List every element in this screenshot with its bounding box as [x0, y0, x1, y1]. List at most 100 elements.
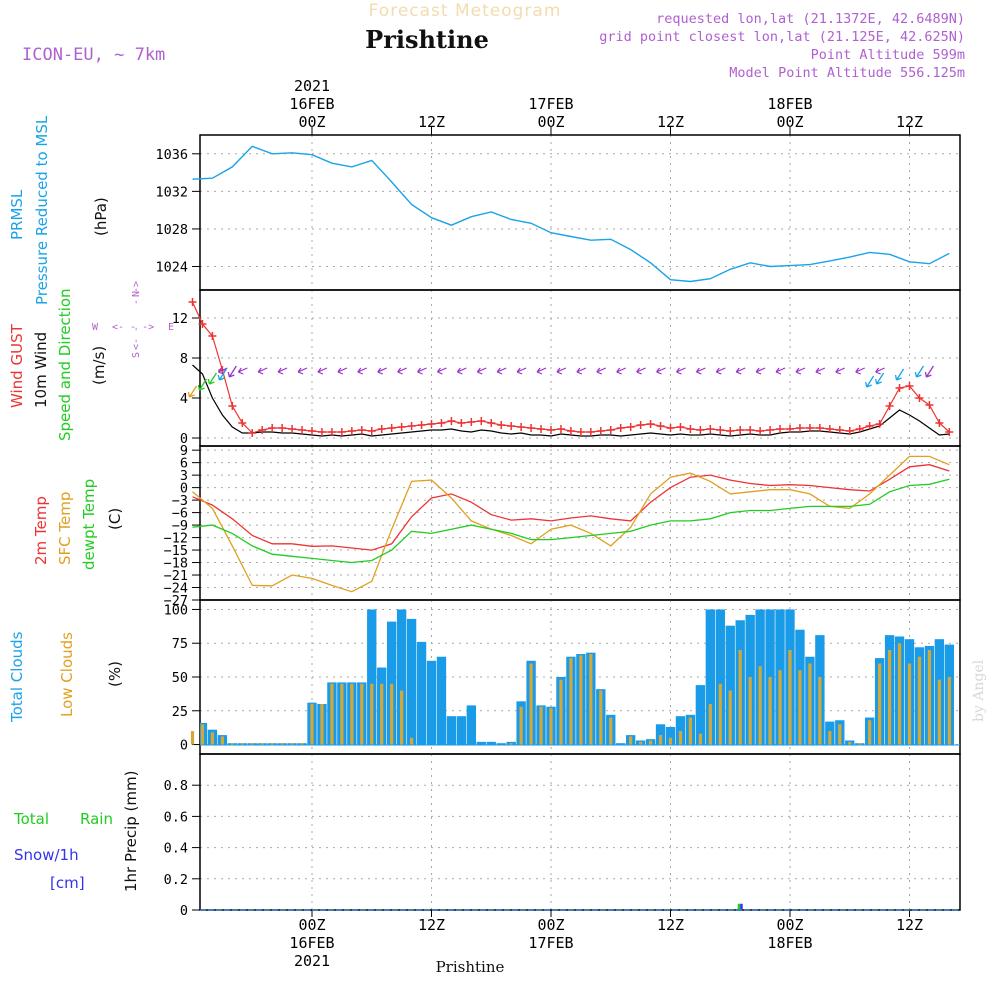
- gust-point: [417, 421, 426, 429]
- wind-dir-arrow: [616, 367, 626, 375]
- low-cloud-bar: [887, 649, 892, 745]
- gust-point: [815, 424, 824, 432]
- wind-dir-arrow: [187, 385, 198, 398]
- compass-n: N: [131, 291, 142, 297]
- compass-vert2: <- -: [131, 326, 142, 350]
- bottom-year-label: 2021: [294, 952, 330, 970]
- y-tick-label: 75: [172, 636, 188, 652]
- panel-1: 0 4 8 12: [172, 289, 961, 447]
- y-tick-label: −12: [164, 531, 188, 547]
- low-cloud-bar: [848, 741, 852, 745]
- low-cloud-bar: [549, 708, 553, 745]
- gust-label: Wind GUST: [8, 323, 26, 408]
- bottom-date-label: 17FEB: [528, 934, 573, 952]
- gust-point: [367, 427, 376, 435]
- y-tick-label: −3: [172, 493, 188, 509]
- gust-point: [467, 418, 476, 426]
- compass-e: E: [168, 322, 174, 333]
- wind-dir-arrow: [417, 367, 427, 375]
- low-cloud-bar: [648, 740, 653, 745]
- grid-coords: grid point closest lon,lat (21.125E, 42.…: [599, 29, 965, 45]
- bottom-date-label: 18FEB: [767, 934, 812, 952]
- gust-point: [437, 419, 446, 427]
- gust-point: [357, 426, 366, 434]
- gust-point: [248, 429, 257, 437]
- temp2m-label: 2m Temp: [32, 496, 50, 565]
- y-tick-label: −27: [164, 593, 188, 609]
- bottom-station: Prishtine: [436, 958, 505, 976]
- low-cloud-bar: [907, 663, 912, 745]
- low-cloud-bar: [579, 655, 583, 745]
- y-tick-label: 12: [172, 311, 188, 327]
- gust-point: [825, 425, 834, 433]
- y-tick-label: 100: [164, 602, 188, 618]
- top-date-label: 16FEB: [289, 95, 334, 113]
- wind-dir-arrow: [197, 378, 208, 391]
- y-tick-label: 1032: [155, 184, 188, 200]
- low-cloud-bar: [768, 677, 772, 745]
- wind-dir-arrow: [815, 367, 826, 375]
- wind-dir-arrow: [297, 367, 308, 375]
- gust-point: [676, 423, 685, 431]
- gust-point: [387, 424, 396, 432]
- wind-unit: (m/s): [90, 346, 108, 385]
- low-cloud-bar: [599, 690, 603, 745]
- low-cloud-bar: [808, 663, 812, 745]
- snow-label: Snow/1h: [14, 846, 79, 864]
- gust-point: [805, 424, 814, 432]
- panel-frame: [199, 289, 961, 447]
- wind-dir-arrow: [636, 367, 646, 375]
- wind-dir-arrow: [775, 367, 786, 375]
- pressure-unit: (hPa): [92, 197, 110, 236]
- gust-point: [696, 426, 705, 434]
- total-cloud-bar: [416, 641, 427, 745]
- top-hour-label: 00Z: [298, 113, 325, 131]
- gust-point: [337, 428, 346, 436]
- low-cloud-bar: [878, 663, 882, 745]
- temp2m-line: [192, 464, 950, 551]
- gust-point: [566, 427, 575, 435]
- low-cloud-bar: [260, 743, 264, 745]
- gust-point: [606, 426, 615, 434]
- prmsl-desc-label: Pressure Reduced to MSL: [33, 115, 51, 305]
- gust-point: [208, 332, 217, 340]
- low-cloud-bar: [519, 706, 523, 745]
- pressure-line: [192, 145, 950, 283]
- gust-point: [457, 419, 466, 427]
- y-tick-label: 4: [180, 391, 188, 407]
- gust-point: [188, 298, 197, 306]
- low-cloud-bar: [937, 679, 941, 745]
- rain-bar: [737, 903, 741, 910]
- gust-point: [925, 401, 934, 409]
- gust-point: [616, 424, 625, 432]
- total-cloud-bar: [406, 618, 417, 745]
- dewpt-label: dewpt Temp: [80, 479, 98, 570]
- panel-frame: [199, 753, 961, 911]
- gust-point: [915, 394, 924, 402]
- gust-point: [935, 419, 944, 427]
- y-tick-label: 50: [172, 670, 188, 686]
- top-year-label: 2021: [294, 77, 330, 95]
- total-cloud-bar: [446, 716, 457, 745]
- low-cloud-bar: [509, 743, 513, 745]
- gust-point: [756, 427, 765, 435]
- gust-point: [377, 425, 386, 433]
- total-cloud-bar: [426, 660, 437, 745]
- low-cloud-bar: [360, 683, 364, 745]
- panels: 1024102810321036048129630−3−6−9−12−15−18…: [155, 134, 961, 919]
- wind-dir-arrow: [835, 367, 846, 375]
- gust-point: [626, 423, 635, 431]
- bottom-hour-label: 00Z: [298, 916, 325, 934]
- gust-point: [258, 426, 267, 434]
- compass-s: S: [131, 352, 142, 358]
- faint-title: Forecast Meteogram: [369, 1, 562, 21]
- gust-point: [537, 425, 546, 433]
- y-tick-label: −15: [164, 543, 188, 559]
- gust-point: [576, 428, 585, 436]
- cm-label: [cm]: [50, 874, 85, 892]
- low-cloud-bar: [818, 677, 822, 745]
- gust-point: [397, 423, 406, 431]
- y-tick-label: 1036: [155, 147, 188, 163]
- y-tick-label: −21: [164, 568, 188, 584]
